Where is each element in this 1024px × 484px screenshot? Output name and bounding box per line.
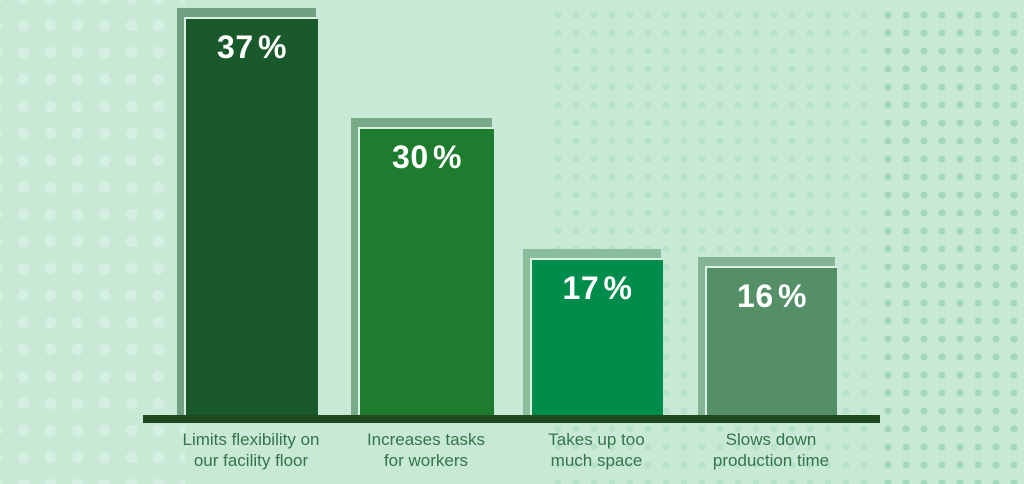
bar-fill: 16 % bbox=[705, 266, 837, 415]
category-label-line: Slows down bbox=[725, 430, 817, 449]
bar-value-label: 17 % bbox=[562, 270, 633, 306]
halftone-dots-right bbox=[875, 0, 1024, 484]
bar-fill: 37 % bbox=[184, 17, 318, 415]
category-label-line: Takes up too bbox=[548, 430, 645, 449]
category-label-line: Increases tasks bbox=[366, 430, 486, 449]
x-axis-line bbox=[143, 415, 880, 423]
category-label-line: our facility floor bbox=[193, 451, 309, 470]
bar-fill: 30 % bbox=[358, 127, 494, 415]
category-label-limits-flexibility: Limits flexibility on our facility floor bbox=[141, 429, 361, 471]
bar-fill: 17 % bbox=[530, 258, 663, 415]
bar-value-label: 37 % bbox=[217, 29, 287, 65]
bar-value-label: 30 % bbox=[392, 139, 462, 175]
bar-slows-production: 16 % bbox=[698, 257, 837, 415]
halftone-dots-left bbox=[0, 0, 185, 484]
category-label-takes-up-space: Takes up too much space bbox=[487, 429, 707, 471]
category-label-line: Limits flexibility on bbox=[182, 430, 320, 449]
bar-value-label: 16 % bbox=[737, 278, 807, 314]
category-label-line: production time bbox=[712, 451, 830, 470]
category-label-increases-tasks: Increases tasks for workers bbox=[316, 429, 536, 471]
category-label-slows-production: Slows down production time bbox=[661, 429, 881, 471]
bar-limits-flexibility: 37 % bbox=[177, 8, 318, 415]
bar-takes-up-space: 17 % bbox=[523, 249, 663, 415]
category-label-line: for workers bbox=[383, 451, 469, 470]
category-label-line: much space bbox=[550, 451, 643, 470]
bar-increases-tasks: 30 % bbox=[351, 118, 494, 415]
